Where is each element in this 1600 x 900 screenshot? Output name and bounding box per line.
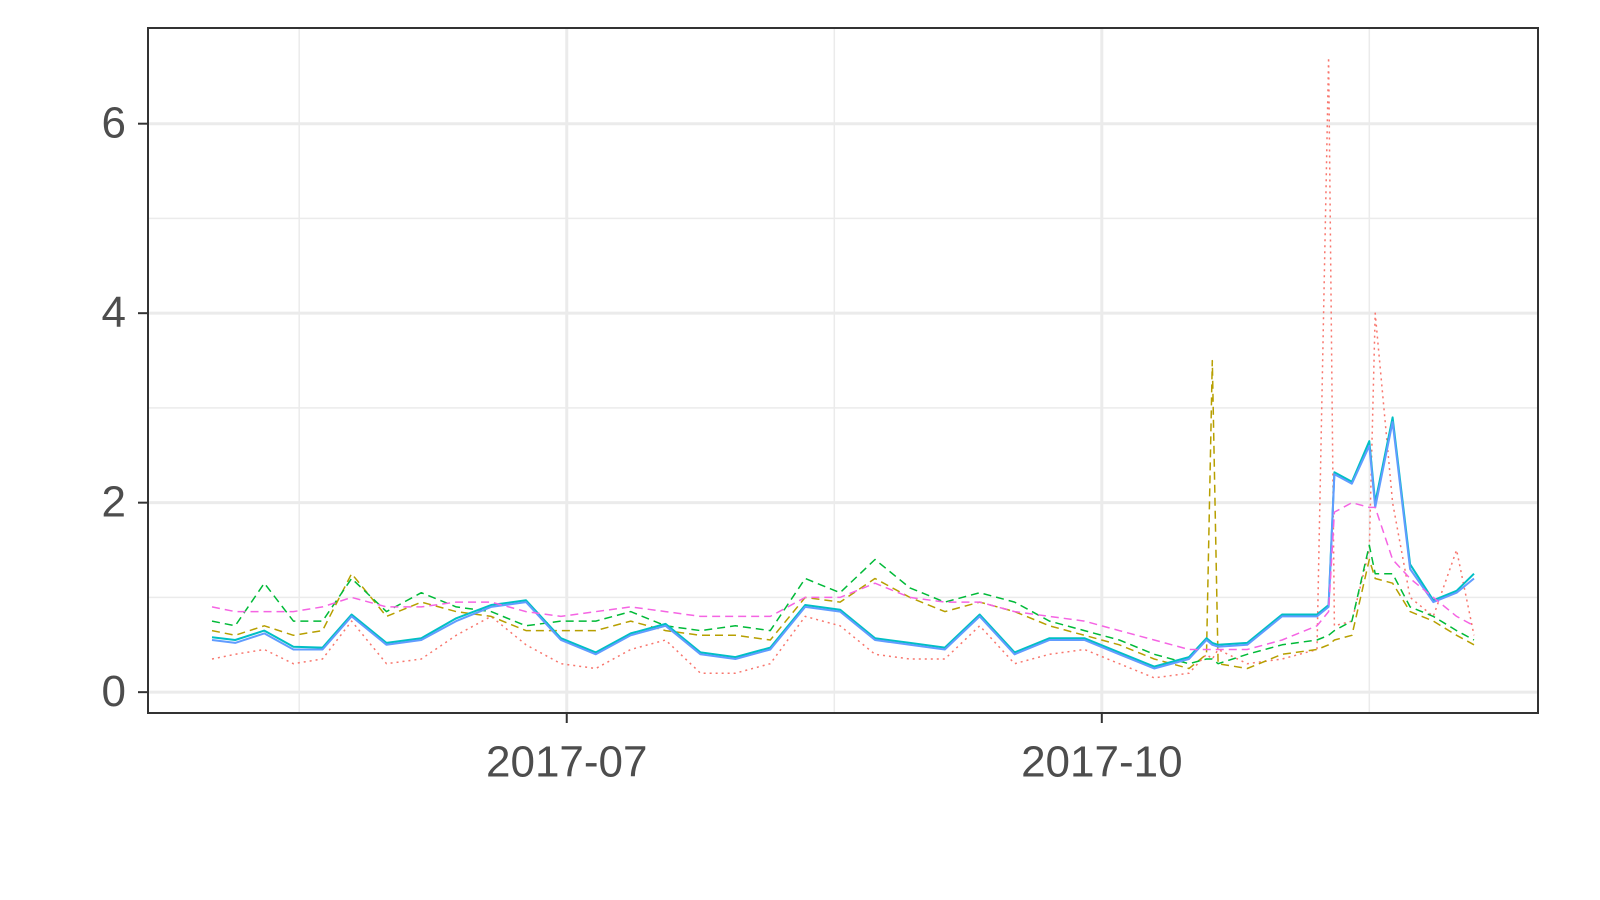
- y-tick-label: 0: [102, 667, 126, 716]
- lines: [211, 56, 1475, 679]
- series-line: [211, 544, 1475, 665]
- series-line: [211, 359, 1475, 670]
- panel-border: [147, 27, 1539, 714]
- y-tick-label: 4: [102, 288, 126, 337]
- y-tick-label: 6: [102, 98, 126, 147]
- series-line: [211, 421, 1475, 670]
- x-tick-label: 2017-10: [1021, 738, 1182, 787]
- axes: 0 2 4 6 2017-07 2017-10: [102, 98, 1183, 786]
- y-tick-label: 2: [102, 477, 126, 526]
- x-tick-label: 2017-07: [486, 738, 647, 787]
- series-line: [211, 416, 1475, 668]
- series-line: [211, 501, 1475, 651]
- grid: [148, 28, 1538, 713]
